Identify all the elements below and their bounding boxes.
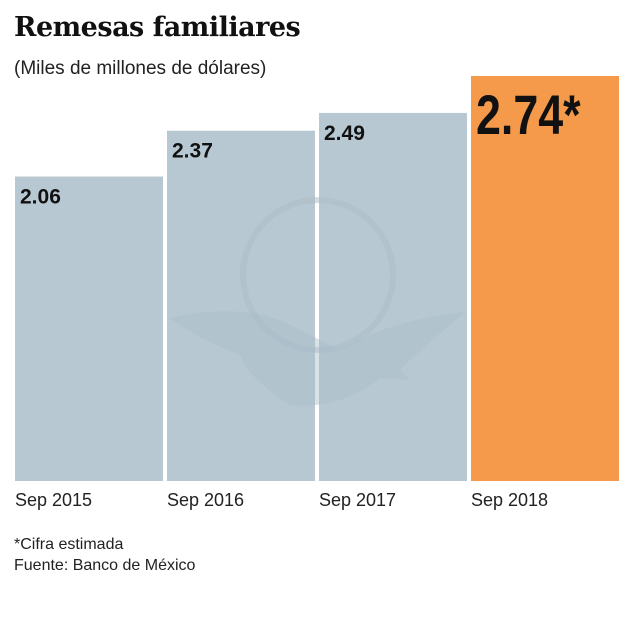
x-tick-label: Sep 2017 [319,490,396,510]
watermark-emblem-icon [240,197,396,353]
chart-subtitle: (Miles de millones de dólares) [14,58,267,79]
x-tick-label: Sep 2018 [471,490,548,510]
bar-sep-2015 [15,176,163,481]
bar-sep-2017 [319,112,467,482]
bar-chart: 2.06 Sep 2015 2.37 Sep 2016 2.49 Sep 2017 2.74… [15,76,619,510]
footnote-source: Fuente: Banco de México [14,557,196,574]
x-tick-label: Sep 2015 [15,490,92,510]
data-label: 2.06 [20,186,61,209]
chart-title: Remesas familiares [14,12,301,43]
watermark-eagle-icon [170,311,465,406]
data-label: 2.74* [476,83,581,146]
bar-sep-2018 [471,76,619,481]
bar-sep-2016 [167,130,315,482]
footnote-estimate: *Cifra estimada [14,536,124,553]
data-label: 2.49 [324,122,365,145]
data-label: 2.37 [172,140,213,163]
x-tick-label: Sep 2016 [167,490,244,510]
